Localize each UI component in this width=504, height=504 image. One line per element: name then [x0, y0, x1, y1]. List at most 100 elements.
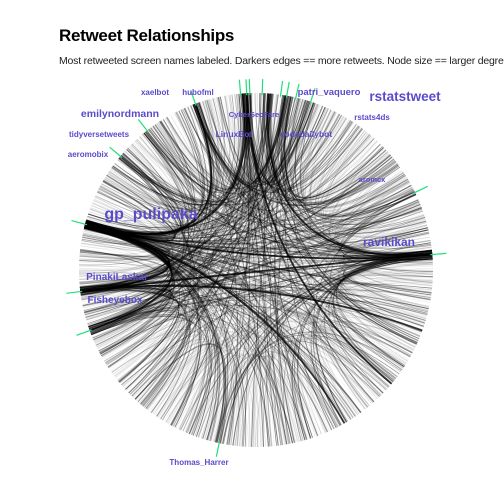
edge [81, 99, 220, 299]
edge [122, 153, 421, 228]
label-linuxbot: LinuxBot [216, 129, 253, 139]
edge [249, 93, 434, 275]
edge [337, 180, 433, 264]
edge [313, 193, 416, 423]
edge [303, 109, 389, 203]
edge [338, 192, 430, 307]
edge [273, 117, 346, 446]
edge [80, 119, 196, 290]
edge [318, 124, 419, 223]
edge [105, 326, 197, 417]
edge [79, 102, 213, 275]
edge [248, 93, 433, 264]
node-cybersecfare [261, 79, 264, 96]
edge [335, 253, 433, 369]
edge [192, 104, 229, 441]
edge [78, 220, 427, 272]
label-rstats4ds: rstats4ds [354, 113, 390, 122]
edge [83, 101, 216, 239]
edge [90, 315, 226, 444]
edge [224, 95, 390, 387]
edge [134, 140, 320, 436]
edge [283, 96, 406, 209]
edge [322, 135, 417, 346]
edge [245, 93, 393, 385]
edge [84, 191, 415, 243]
node-rstats4ds [309, 88, 316, 104]
edge [314, 127, 393, 208]
edge [140, 306, 426, 405]
edge [88, 204, 421, 328]
edge [197, 193, 417, 438]
edge [90, 95, 286, 334]
edge [337, 185, 429, 244]
edge [336, 283, 433, 369]
edge [119, 103, 214, 384]
edge [228, 96, 291, 445]
edge [91, 306, 177, 358]
edge [87, 93, 246, 228]
edge [310, 146, 383, 419]
edge [300, 104, 412, 215]
edge [294, 100, 403, 208]
edge [95, 153, 184, 225]
edge [193, 102, 314, 187]
label-patri_vaquero: patri_vaquero [298, 87, 361, 98]
edge [228, 95, 357, 417]
edge [118, 158, 289, 445]
edge [203, 100, 235, 443]
edge [315, 148, 386, 408]
edge [90, 207, 239, 446]
node-aeromobix [109, 146, 123, 158]
edge [278, 341, 384, 445]
edge [110, 136, 374, 372]
edge [152, 93, 246, 191]
edge [156, 242, 431, 417]
edge [219, 94, 279, 184]
edge [79, 257, 317, 437]
edge [85, 220, 190, 410]
label-ravikikan: ravikikan [363, 235, 415, 249]
edge [111, 257, 433, 373]
edge [143, 132, 401, 212]
label-pinakilaskar: PinakiLaskar [86, 272, 148, 283]
edge [80, 162, 178, 250]
edge [132, 95, 232, 398]
edge [93, 199, 279, 446]
label-emilynordmann: emilynordmann [81, 108, 159, 120]
edge [106, 102, 215, 210]
edge [161, 310, 424, 421]
edge [339, 190, 434, 272]
edge [166, 95, 287, 190]
edge [143, 92, 258, 193]
edge [125, 95, 285, 390]
edge [89, 177, 178, 234]
edge [93, 119, 350, 342]
edge [180, 258, 433, 431]
edge [132, 343, 262, 447]
edge [192, 343, 374, 436]
edge [142, 336, 375, 407]
node-ravikikan [430, 252, 447, 256]
edge [342, 247, 432, 319]
label-aromcx: aromcx [359, 175, 387, 184]
edge [197, 102, 417, 345]
edge [340, 271, 434, 344]
edge [78, 180, 175, 272]
edge [85, 200, 174, 320]
edge [95, 195, 433, 257]
node-linuxbot [245, 79, 248, 96]
edge [83, 225, 171, 313]
edge [136, 103, 318, 198]
edge [249, 357, 291, 447]
edge [272, 95, 296, 184]
edge [79, 256, 170, 312]
edge [241, 93, 333, 431]
edge [195, 103, 405, 368]
edge [96, 210, 423, 347]
edge [84, 227, 283, 446]
edge [234, 93, 270, 183]
edge [169, 94, 240, 425]
edge [215, 356, 296, 443]
edge [84, 227, 271, 447]
